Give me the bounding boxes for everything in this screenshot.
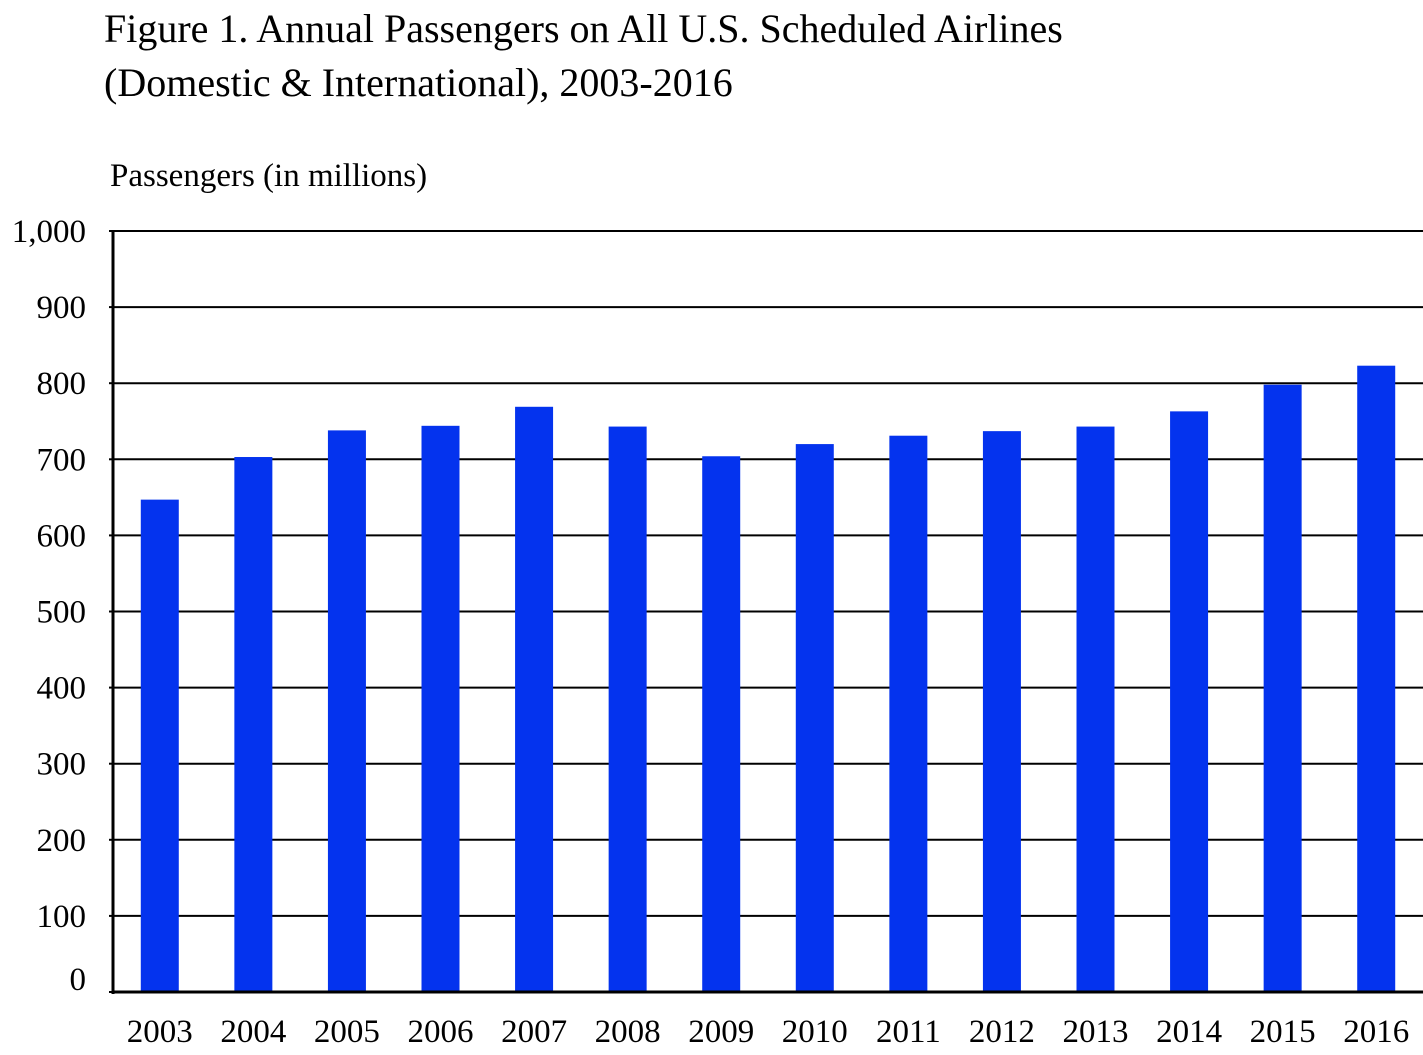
y-tick-label: 300 [37, 747, 87, 783]
y-tick-label: 900 [37, 290, 87, 326]
bar-2015 [1263, 384, 1302, 992]
x-tick-label: 2014 [1156, 1014, 1222, 1050]
x-tick-label: 2009 [688, 1014, 754, 1050]
x-tick-label: 2004 [220, 1014, 286, 1050]
bar-2009 [702, 456, 741, 993]
y-tick-label: 800 [37, 366, 87, 402]
bar-2007 [515, 406, 554, 992]
bar-2008 [608, 426, 647, 992]
bar-2011 [889, 435, 928, 993]
x-tick-label: 2003 [127, 1014, 193, 1050]
y-tick-label: 1,000 [12, 214, 86, 250]
y-tick-label: 500 [37, 595, 87, 631]
bar-2012 [982, 431, 1021, 992]
y-tick-label: 400 [37, 671, 87, 707]
bar-2010 [795, 444, 834, 993]
bar-2014 [1170, 411, 1209, 992]
x-tick-label: 2016 [1343, 1014, 1409, 1050]
x-tick-label: 2007 [501, 1014, 567, 1050]
y-tick-label: 200 [37, 823, 87, 859]
bar-2016 [1357, 365, 1396, 992]
chart-title-line-1: Figure 1. Annual Passengers on All U.S. … [104, 6, 1063, 51]
y-axis-label: Passengers (in millions) [110, 158, 428, 194]
bar-2013 [1076, 426, 1115, 992]
y-tick-label: 100 [37, 899, 87, 935]
x-tick-label: 2010 [782, 1014, 848, 1050]
x-tick-label: 2005 [314, 1014, 380, 1050]
x-tick-label: 2006 [408, 1014, 474, 1050]
x-tick-label: 2013 [1063, 1014, 1129, 1050]
y-tick-label: 0 [70, 962, 87, 998]
x-tick-label: 2008 [595, 1014, 661, 1050]
x-tick-label: 2011 [876, 1014, 941, 1050]
y-tick-label: 600 [37, 518, 87, 554]
bar-2005 [327, 430, 366, 993]
chart-title-line-2: (Domestic & International), 2003-2016 [104, 60, 733, 105]
x-tick-label: 2015 [1250, 1014, 1316, 1050]
bar-2003 [140, 499, 179, 992]
chart-title: Figure 1. Annual Passengers on All U.S. … [104, 2, 1063, 110]
bar-2006 [421, 425, 460, 992]
y-tick-label: 700 [37, 442, 87, 478]
x-tick-label: 2012 [969, 1014, 1035, 1050]
bar-2004 [234, 457, 273, 993]
